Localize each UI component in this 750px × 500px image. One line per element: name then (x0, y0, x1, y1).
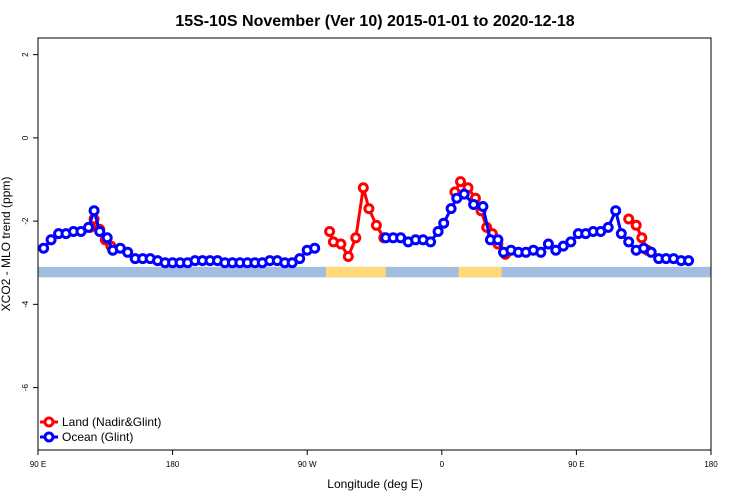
ocean-point-1-41 (683, 255, 695, 267)
ocean-point-1-33 (623, 236, 635, 248)
land-band-0 (325, 266, 386, 278)
land-point-1-3 (342, 251, 354, 262)
ocean-point-1-15 (492, 234, 504, 246)
ocean-point-1-21 (535, 246, 547, 258)
ocean-point-0-1 (45, 234, 57, 246)
land-band-1 (458, 266, 502, 278)
ocean-point-0-6 (83, 221, 94, 233)
series-layer (38, 176, 695, 269)
x-tick-label-4: 90 E (568, 460, 584, 469)
legend-label-ocean: Ocean (Glint) (62, 430, 133, 444)
land-point-1-2 (335, 238, 347, 250)
land-point-2-1 (455, 176, 466, 188)
chart-title: 15S-10S November (Ver 10) 2015-01-01 to … (175, 13, 574, 30)
ocean-point-1-6 (425, 236, 437, 248)
legend-marker-land (43, 416, 55, 428)
ocean-point-1-36 (645, 246, 657, 258)
land-point-1-6 (363, 203, 375, 215)
y-tick-label-4: -6 (21, 383, 30, 391)
ocean-point-1-7 (432, 226, 444, 237)
land-point-1-4 (350, 232, 362, 244)
x-tick-label-3: 0 (440, 460, 445, 469)
x-tick-label-2: 90 W (298, 460, 317, 469)
x-tick-label-0: 90 E (30, 460, 46, 469)
x-axis-label: Longitude (deg E) (327, 477, 422, 491)
ocean-point-0-12 (122, 246, 134, 258)
ocean-point-1-9 (445, 203, 457, 215)
x-axis: 90 E 180 90 W 0 90 E 180 (30, 450, 718, 469)
land-point-1-0 (324, 226, 336, 237)
ocean-point-0-8 (94, 226, 106, 237)
y-tick-label-0: 2 (21, 52, 30, 57)
land-point-1-7 (370, 219, 382, 231)
ocean-point-1-12 (468, 199, 480, 210)
ocean-point-1-32 (615, 228, 627, 240)
ocean-point-1-22 (542, 238, 554, 250)
ocean-line-segment-0 (42, 209, 316, 265)
y-tick-label-2: -2 (21, 217, 30, 225)
ocean-point-0-9 (101, 232, 113, 244)
ocean-point-0-37 (309, 242, 321, 254)
y-axis: 2 0 -2 -4 -6 (21, 52, 38, 391)
land-ocean-mask (38, 266, 711, 278)
land-point-3-2 (636, 232, 648, 244)
ocean-point-0-7 (88, 205, 100, 217)
land-point-3-1 (630, 219, 642, 231)
plot-frame (37, 37, 712, 451)
y-tick-label-1: 0 (21, 135, 30, 140)
y-axis-label: XCO2 - MLO trend (ppm) (0, 177, 13, 312)
land-point-3-0 (623, 213, 635, 225)
land-point-1-5 (357, 182, 369, 194)
legend-label-land: Land (Nadir&Glint) (62, 415, 161, 429)
ocean-point-1-25 (565, 236, 577, 248)
ocean-point-1-11 (458, 188, 470, 200)
x-tick-label-5: 180 (704, 460, 718, 469)
ocean-point-1-31 (610, 205, 622, 217)
x-tick-label-1: 180 (166, 460, 180, 469)
ocean-point-1-8 (438, 217, 450, 229)
ocean-point-1-30 (602, 221, 614, 233)
legend-marker-ocean (43, 431, 55, 443)
ocean-point-0-35 (294, 253, 306, 265)
legend: Land (Nadir&Glint) Ocean (Glint) (40, 415, 161, 444)
y-tick-label-3: -4 (21, 300, 30, 308)
ocean-point-1-13 (477, 201, 489, 212)
ocean-point-0-0 (38, 242, 50, 254)
